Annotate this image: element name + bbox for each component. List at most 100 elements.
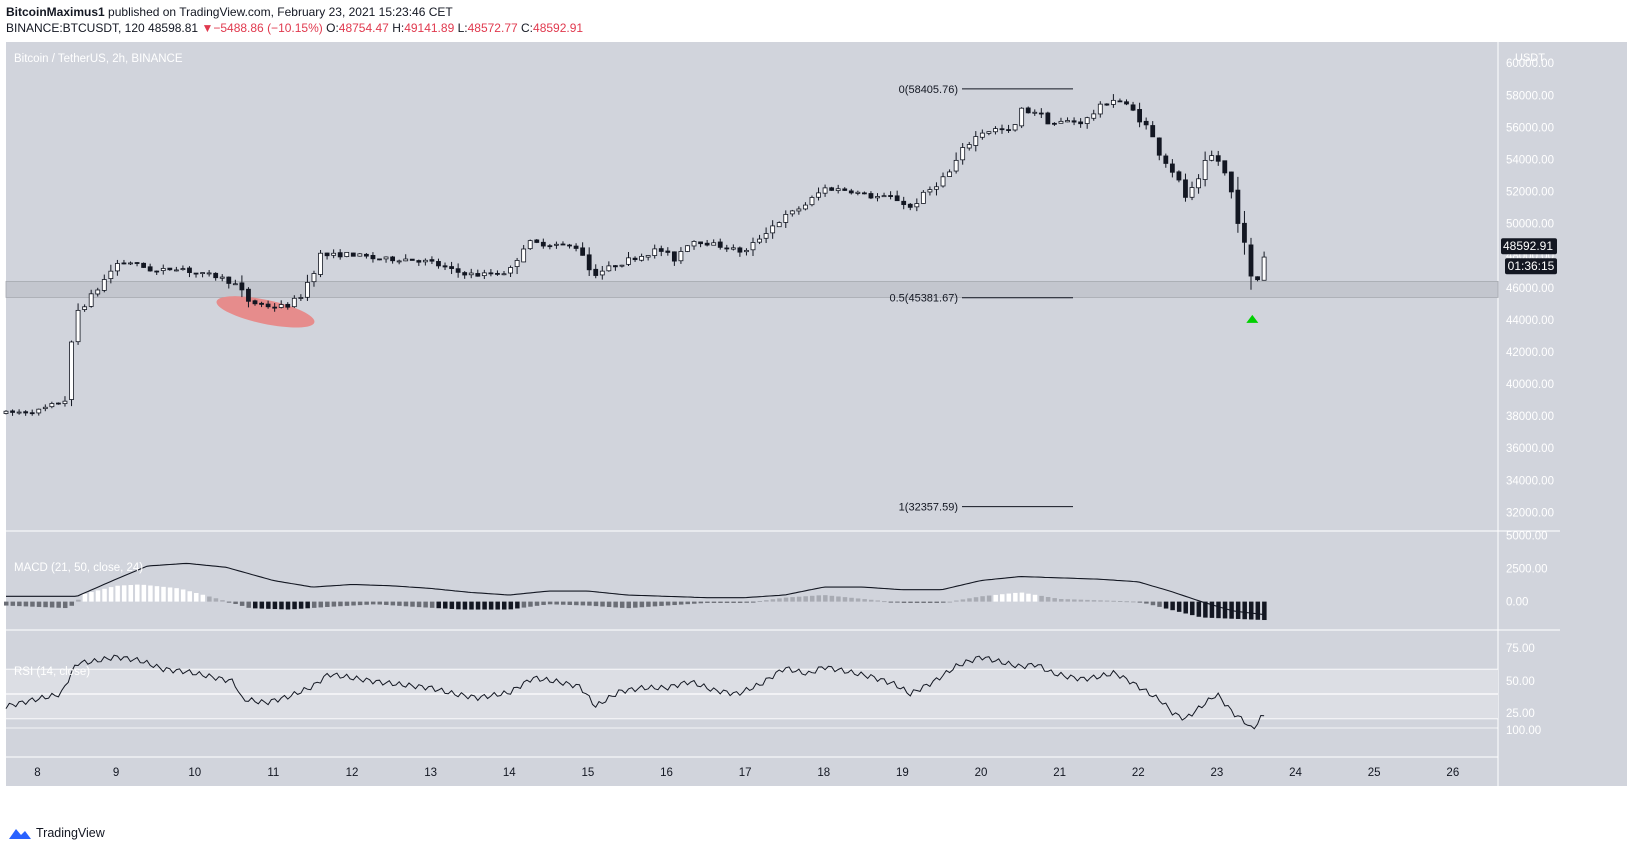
- candle[interactable]: [888, 195, 894, 197]
- candle[interactable]: [187, 267, 192, 273]
- candle[interactable]: [750, 242, 756, 251]
- tradingview-brand[interactable]: TradingView: [8, 826, 105, 840]
- candle[interactable]: [1038, 112, 1044, 115]
- candle[interactable]: [259, 302, 264, 305]
- candle[interactable]: [737, 247, 743, 253]
- candle[interactable]: [160, 268, 166, 271]
- candle[interactable]: [1196, 178, 1201, 189]
- candle[interactable]: [730, 247, 736, 250]
- candle[interactable]: [23, 411, 29, 414]
- candle[interactable]: [1084, 117, 1090, 124]
- candle[interactable]: [1143, 120, 1149, 126]
- candle[interactable]: [927, 189, 933, 193]
- candle[interactable]: [508, 267, 513, 274]
- candle[interactable]: [658, 248, 664, 252]
- candle[interactable]: [652, 248, 658, 256]
- candle[interactable]: [416, 260, 422, 263]
- candle[interactable]: [246, 288, 251, 302]
- candle[interactable]: [901, 200, 907, 205]
- candle[interactable]: [1065, 120, 1070, 123]
- candle[interactable]: [540, 241, 546, 247]
- candle[interactable]: [678, 251, 684, 262]
- candle[interactable]: [1261, 256, 1267, 281]
- candle[interactable]: [868, 193, 874, 199]
- candle[interactable]: [848, 190, 854, 194]
- candle[interactable]: [1006, 129, 1011, 131]
- candle[interactable]: [829, 187, 835, 191]
- candle[interactable]: [783, 214, 789, 223]
- candle[interactable]: [1124, 101, 1129, 105]
- candle[interactable]: [226, 276, 232, 284]
- candle[interactable]: [1052, 122, 1057, 125]
- candle[interactable]: [383, 256, 389, 260]
- candle[interactable]: [1104, 103, 1110, 106]
- candle[interactable]: [350, 252, 356, 257]
- candle[interactable]: [770, 225, 776, 234]
- candle[interactable]: [1025, 107, 1031, 114]
- candle[interactable]: [403, 258, 409, 262]
- candle[interactable]: [101, 279, 107, 291]
- candle[interactable]: [114, 263, 120, 272]
- candle[interactable]: [481, 272, 487, 277]
- candle[interactable]: [134, 262, 140, 264]
- candle[interactable]: [232, 283, 238, 286]
- candle[interactable]: [154, 270, 160, 273]
- candle[interactable]: [894, 195, 900, 202]
- candle[interactable]: [973, 136, 979, 146]
- candle[interactable]: [960, 147, 966, 161]
- candle[interactable]: [36, 408, 42, 414]
- candle[interactable]: [606, 265, 612, 272]
- candle[interactable]: [409, 258, 415, 261]
- candle[interactable]: [62, 400, 68, 404]
- candle[interactable]: [147, 266, 153, 272]
- candle[interactable]: [337, 252, 343, 258]
- candle[interactable]: [1150, 125, 1156, 138]
- candle[interactable]: [475, 273, 481, 277]
- candle[interactable]: [612, 265, 618, 268]
- candle[interactable]: [95, 289, 101, 295]
- candle[interactable]: [331, 252, 337, 256]
- candle[interactable]: [206, 272, 212, 275]
- candle[interactable]: [1228, 171, 1234, 193]
- candle[interactable]: [1202, 160, 1208, 180]
- candle[interactable]: [1117, 100, 1123, 103]
- candle[interactable]: [305, 281, 310, 298]
- candle[interactable]: [632, 257, 638, 261]
- candle[interactable]: [1248, 244, 1254, 277]
- candle[interactable]: [1091, 113, 1097, 119]
- candle[interactable]: [1137, 109, 1143, 123]
- candle[interactable]: [1156, 137, 1162, 156]
- candle[interactable]: [88, 293, 94, 307]
- candle[interactable]: [999, 128, 1005, 131]
- candle[interactable]: [1169, 163, 1175, 173]
- candle[interactable]: [121, 262, 127, 265]
- candle[interactable]: [855, 191, 861, 194]
- candle[interactable]: [1209, 155, 1215, 161]
- candle[interactable]: [822, 187, 828, 194]
- candle[interactable]: [1235, 189, 1241, 224]
- candle[interactable]: [1130, 104, 1136, 111]
- candle[interactable]: [285, 303, 291, 308]
- candle[interactable]: [75, 309, 81, 343]
- candle[interactable]: [763, 233, 769, 239]
- candle[interactable]: [324, 252, 330, 257]
- candle[interactable]: [1215, 155, 1221, 162]
- candle[interactable]: [619, 264, 625, 267]
- candle[interactable]: [599, 270, 605, 276]
- candle[interactable]: [449, 266, 454, 269]
- candle[interactable]: [842, 188, 848, 191]
- candle[interactable]: [455, 268, 461, 273]
- candle[interactable]: [173, 269, 179, 272]
- candle[interactable]: [278, 304, 284, 308]
- candle[interactable]: [370, 255, 376, 260]
- candle[interactable]: [907, 203, 913, 208]
- candle[interactable]: [429, 259, 435, 262]
- candle[interactable]: [3, 410, 9, 414]
- candle[interactable]: [1189, 187, 1195, 198]
- candle[interactable]: [213, 272, 219, 279]
- candle[interactable]: [881, 195, 887, 198]
- candle[interactable]: [986, 131, 992, 134]
- candle[interactable]: [514, 260, 520, 267]
- candle[interactable]: [219, 276, 225, 279]
- candle[interactable]: [141, 262, 147, 268]
